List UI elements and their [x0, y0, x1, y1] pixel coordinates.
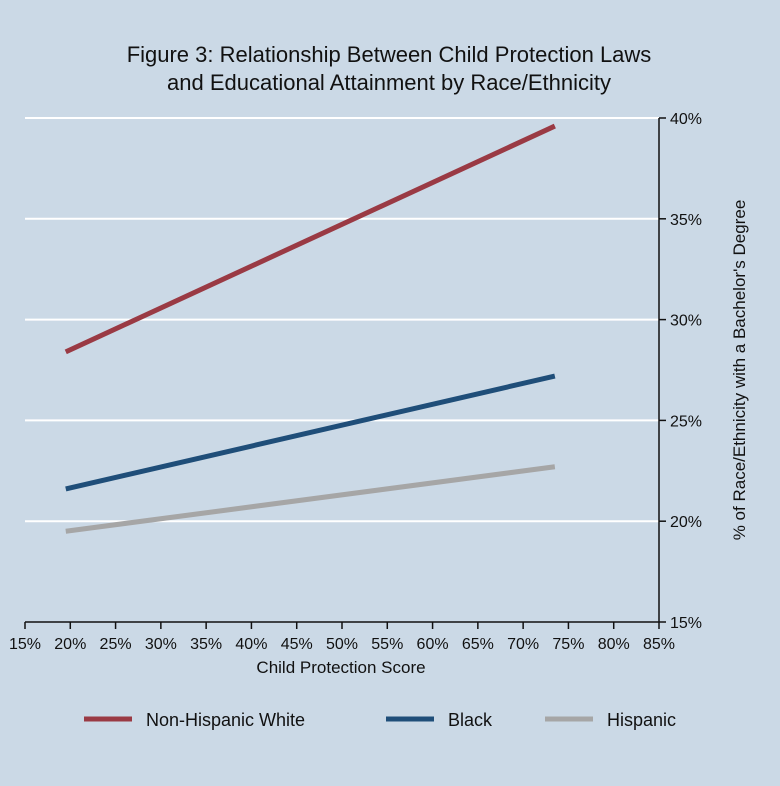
x-tick-label: 55% — [371, 636, 403, 653]
y-tick-label: 20% — [670, 514, 702, 531]
y-tick-label: 30% — [670, 313, 702, 330]
series-line — [64, 123, 556, 355]
x-tick-label: 50% — [326, 636, 358, 653]
x-tick-label: 70% — [507, 636, 539, 653]
x-tick-label: 25% — [100, 636, 132, 653]
y-tick-label: 40% — [670, 111, 702, 128]
y-tick-label: 25% — [670, 413, 702, 430]
legend-label: Non-Hispanic White — [146, 710, 305, 730]
x-tick-label: 30% — [145, 636, 177, 653]
x-axis-label: Child Protection Score — [256, 658, 425, 677]
x-tick-label: 60% — [417, 636, 449, 653]
series-line — [65, 373, 556, 492]
x-tick-label: 80% — [598, 636, 630, 653]
x-tick-label: 15% — [9, 636, 41, 653]
legend-label: Black — [448, 710, 493, 730]
y-axis-label: % of Race/Ethnicity with a Bachelor's De… — [730, 200, 749, 541]
series-lines — [64, 123, 556, 534]
x-tick-label: 75% — [552, 636, 584, 653]
axes: 15% 20% 25% 30% 35% 40% 45% 50% 55% 60% 65% 70% 75% 8… — [9, 111, 702, 653]
x-tick-label: 65% — [462, 636, 494, 653]
y-tick-label: 15% — [670, 615, 702, 632]
x-tick-label: 40% — [235, 636, 267, 653]
x-tick-label: 20% — [54, 636, 86, 653]
chart-title-line-2: and Educational Attainment by Race/Ethni… — [167, 70, 611, 95]
series-line — [65, 464, 556, 534]
chart-title-line-1: Figure 3: Relationship Between Child Pro… — [127, 42, 652, 67]
x-tick-label: 35% — [190, 636, 222, 653]
legend: Non-Hispanic White Black Hispanic — [84, 710, 676, 730]
x-tick-label: 45% — [281, 636, 313, 653]
legend-label: Hispanic — [607, 710, 676, 730]
y-tick-label: 35% — [670, 212, 702, 229]
x-tick-label: 85% — [643, 636, 675, 653]
